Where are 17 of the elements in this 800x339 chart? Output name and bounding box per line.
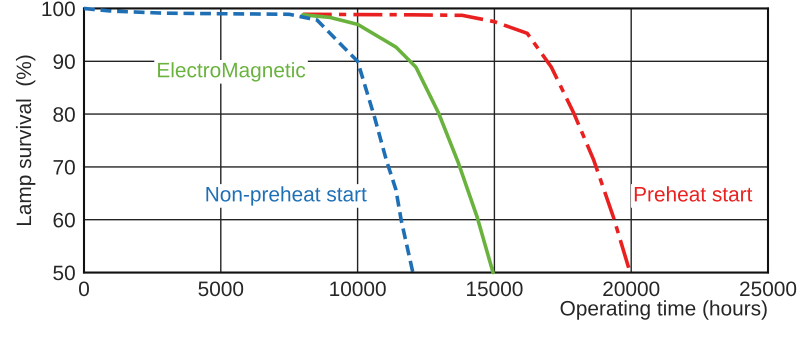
text: ElectroMagnetic bbox=[158, 62, 306, 82]
series-label: Preheat start bbox=[634, 186, 752, 202]
y-tick-label: 90 bbox=[53, 54, 75, 70]
x-tick-label: 5000 bbox=[198, 281, 244, 296]
x-axis-title: Operating time (hours) bbox=[560, 300, 767, 320]
x-tick-label: 25000 bbox=[740, 281, 796, 296]
y-tick-label: 100 bbox=[42, 1, 75, 16]
x-tick-label: 20000 bbox=[603, 281, 660, 296]
y-tick-label: 50 bbox=[53, 266, 75, 280]
y-axis-title: Lamp survival (%) bbox=[16, 56, 36, 226]
y-tick-label: 60 bbox=[54, 212, 75, 228]
series-label: Non-preheat start bbox=[206, 186, 367, 206]
y-tick-label: 70 bbox=[54, 160, 75, 175]
x-tick-label: 0 bbox=[79, 281, 89, 296]
y-tick-label: 80 bbox=[53, 107, 75, 122]
x-tick-label: 15000 bbox=[467, 281, 523, 296]
x-tick-label: 10000 bbox=[330, 281, 386, 296]
